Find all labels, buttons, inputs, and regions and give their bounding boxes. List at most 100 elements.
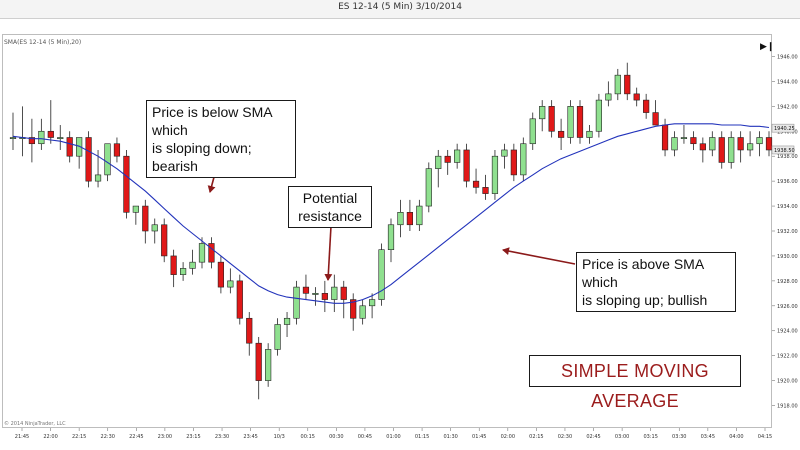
candle-up (76, 137, 83, 157)
y-tick-label: 1928.00 (777, 279, 798, 285)
candle-down (85, 137, 92, 182)
candle-down (737, 137, 744, 151)
x-tick-label: 21:45 (15, 434, 29, 440)
x-tick-label: 02:00 (501, 434, 515, 440)
candle-down (624, 74, 631, 95)
y-tick-label: 1946.00 (777, 54, 798, 60)
chart-title-box: SIMPLE MOVING AVERAGE (529, 355, 741, 411)
candle-up (180, 268, 187, 275)
candle-up (671, 137, 678, 151)
x-tick-label: 03:00 (615, 434, 629, 440)
annotation-price-above-sma: Price is above SMA which is sloping up; … (576, 252, 736, 312)
window-title: ES 12-14 (5 Min) 3/10/2014 (338, 2, 462, 12)
x-tick-label: 01:45 (472, 434, 486, 440)
x-tick-label: 03:15 (643, 434, 657, 440)
x-tick-label: 03:45 (701, 434, 715, 440)
candle-down (208, 243, 215, 263)
x-tick-label: 10/3 (274, 434, 285, 440)
x-tick-label: 01:15 (415, 434, 429, 440)
chart-plot-area (2, 34, 772, 428)
candle-up (283, 317, 291, 325)
candle-down (643, 99, 650, 113)
x-tick-label: 22:30 (101, 434, 115, 440)
candle-up (331, 286, 338, 300)
candle-down (28, 137, 36, 145)
candle-down (47, 130, 54, 138)
price-labels: 1940.25 1938.50 (771, 123, 795, 155)
sma-line (12, 123, 770, 304)
copyright-notice: © 2014 NinjaTrader, LLC (4, 421, 66, 427)
last-price-label: 1938.50 (774, 148, 795, 154)
x-axis: 21:45 22:00 22:15 22:30 22:45 23:00 23:15 23:30… (15, 428, 772, 440)
candle-up (132, 205, 139, 213)
x-tick-label: 22:15 (72, 434, 86, 440)
candle-up (454, 149, 461, 163)
candle-up (520, 143, 527, 176)
candle-down (170, 255, 177, 275)
candle-up (9, 137, 17, 140)
x-tick-label: 23:15 (186, 434, 200, 440)
candle-down (699, 143, 706, 151)
last-price-box (771, 145, 795, 155)
x-tick-label: 02:30 (558, 434, 572, 440)
sma-layer (12, 123, 770, 304)
candle-down (548, 106, 555, 132)
candle-up (614, 74, 621, 95)
candle-down (765, 137, 773, 151)
candle-down (66, 137, 73, 157)
candle-down (142, 205, 149, 232)
candle-up (709, 137, 716, 151)
candle-down (661, 124, 669, 151)
candle-down (463, 149, 470, 182)
y-tick-label: 1930.00 (777, 254, 798, 260)
y-axis: 1918.00 1920.00 1922.00 1924.00 1926.00 1928.… (772, 54, 798, 410)
x-tick-label: 23:00 (158, 434, 172, 440)
candle-up (378, 249, 385, 300)
candle-up (425, 168, 432, 207)
last-price-label: 1940.25 (774, 126, 795, 132)
candle-up (387, 224, 395, 250)
x-tick-label: 00:15 (301, 434, 315, 440)
candle-down (217, 261, 225, 288)
candle-up (57, 137, 64, 140)
candle-up (586, 130, 593, 138)
candle-up (38, 130, 45, 145)
candle-down (406, 212, 414, 226)
candle-up (728, 137, 735, 163)
y-tick-label: 1942.00 (777, 104, 798, 110)
candle-down (350, 299, 357, 319)
x-tick-label: 03:30 (672, 434, 686, 440)
candle-up (227, 280, 234, 288)
candle-up (605, 93, 612, 101)
indicator-label: SMA(ES 12-14 (5 Min),20) (4, 39, 82, 46)
x-tick-label: 22:00 (43, 434, 57, 440)
candle-up (501, 149, 508, 157)
candle-down (718, 137, 725, 163)
x-tick-label: 00:30 (329, 434, 343, 440)
x-tick-label: 04:15 (758, 434, 772, 440)
y-tick-label: 1920.00 (777, 379, 798, 385)
candle-up (189, 261, 196, 269)
candle-down (576, 106, 584, 138)
y-tick-label: 1926.00 (777, 304, 798, 310)
candle-up (312, 293, 319, 295)
candle-up (491, 155, 499, 194)
candle-up (595, 99, 602, 132)
y-tick-label: 1922.00 (777, 354, 798, 360)
candle-up (368, 299, 376, 307)
candle-down (113, 143, 121, 157)
candle-down (482, 187, 489, 194)
candle-down (690, 137, 697, 145)
candle-down (123, 155, 130, 213)
y-tick-label: 1934.00 (777, 204, 798, 210)
play-to-end-icon[interactable]: ▶❙ (760, 41, 775, 51)
candle-down (633, 93, 640, 101)
candle-up (274, 324, 281, 350)
y-tick-label: 1944.00 (777, 79, 798, 85)
x-tick-label: 00:45 (358, 434, 372, 440)
x-tick-label: 22:45 (129, 434, 143, 440)
window-title-bar: ES 12-14 (5 Min) 3/10/2014 (0, 0, 800, 19)
candle-down (255, 342, 262, 381)
x-tick-label: 04:00 (729, 434, 743, 440)
